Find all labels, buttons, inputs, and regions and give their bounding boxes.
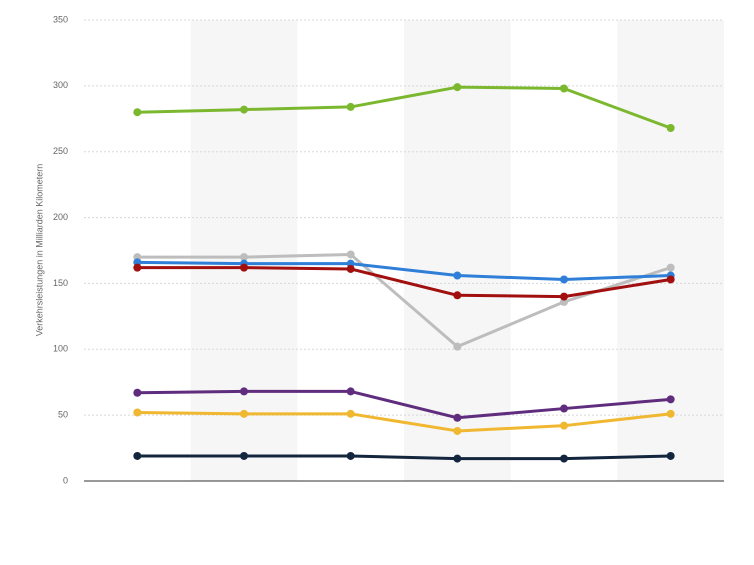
series: [133, 250, 675, 351]
data-point: [133, 388, 142, 397]
data-point: [240, 387, 248, 396]
data-point: [453, 454, 462, 463]
data-point: [346, 387, 355, 396]
data-point: [240, 451, 248, 460]
series-line: [137, 411, 671, 433]
series-line: [137, 389, 671, 420]
y-axis-title: Verkehrsleistungen in Milliarden Kilomet…: [34, 164, 44, 337]
data-point: [666, 275, 675, 284]
data-point: [133, 408, 142, 417]
data-point: [453, 413, 462, 422]
data-point: [453, 342, 462, 351]
data-point: [560, 292, 568, 301]
series: [133, 83, 675, 133]
data-point: [240, 105, 248, 114]
data-point: [666, 451, 675, 460]
y-tick-label: 100: [53, 344, 68, 354]
data-point: [666, 263, 675, 272]
data-point: [560, 404, 568, 413]
y-tick-label: 200: [53, 212, 68, 222]
series: [133, 263, 675, 301]
data-point: [560, 421, 568, 430]
data-point: [453, 291, 462, 300]
data-point: [346, 451, 355, 460]
series: [133, 387, 675, 422]
data-point: [133, 451, 142, 460]
data-point: [240, 263, 248, 272]
column-band: [404, 20, 511, 481]
series-line: [137, 454, 671, 461]
series: [133, 408, 675, 435]
y-tick-label: 300: [53, 80, 68, 90]
series: [133, 451, 675, 463]
data-point: [346, 250, 355, 259]
data-point: [666, 395, 675, 404]
data-point: [453, 426, 462, 435]
data-point: [666, 124, 675, 133]
data-point: [560, 454, 568, 463]
data-point: [346, 264, 355, 273]
data-point: [133, 263, 142, 272]
data-point: [453, 271, 462, 280]
series-line: [137, 260, 671, 281]
y-tick-label: 0: [63, 475, 68, 485]
data-point: [560, 84, 568, 93]
column-band: [190, 20, 298, 481]
series-line: [137, 266, 671, 299]
data-point: [560, 275, 568, 284]
data-point: [240, 253, 248, 262]
y-tick-label: 150: [53, 278, 68, 288]
series-line: [137, 85, 672, 130]
data-point: [453, 83, 462, 92]
y-tick-label: 350: [53, 14, 68, 24]
series-line: [137, 252, 672, 349]
data-point: [346, 409, 355, 418]
data-point: [240, 409, 248, 418]
y-tick-label: 50: [58, 410, 68, 420]
y-tick-label: 250: [53, 146, 68, 156]
column-band: [617, 20, 724, 481]
data-point: [346, 102, 355, 111]
data-point: [666, 409, 675, 418]
data-point: [133, 108, 142, 117]
